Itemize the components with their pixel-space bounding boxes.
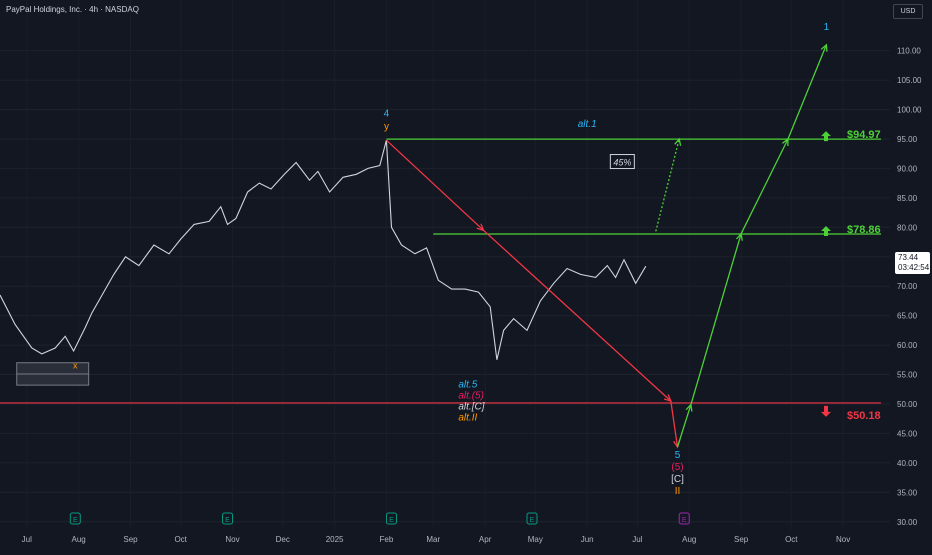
red-projection <box>385 139 679 448</box>
x-tick-label: Sep <box>734 535 749 544</box>
y-tick-label: 70.00 <box>897 282 918 291</box>
y-tick-label: 110.00 <box>897 47 921 56</box>
last-price-value: 73.44 <box>898 253 919 262</box>
x-tick-label: Oct <box>174 535 187 544</box>
arrow-up-icon <box>821 131 831 142</box>
earnings-icon <box>526 512 538 525</box>
wave-label-4: 4 <box>384 109 390 120</box>
y-tick-label: 40.00 <box>897 459 918 468</box>
alt-projection-dotted <box>655 138 680 232</box>
probability-label: 45% <box>613 158 631 168</box>
x-tick-label: Nov <box>836 535 850 544</box>
x-tick-label: Jul <box>22 535 32 544</box>
x-tick-label: Apr <box>479 535 492 544</box>
wave-label-y: y <box>384 122 389 133</box>
y-tick-label: 95.00 <box>897 135 918 144</box>
x-tick-label: Feb <box>380 535 394 544</box>
alt-projection-dotted-arrowhead <box>674 137 682 146</box>
wave-label-x: x <box>73 361 78 371</box>
y-tick-label: 30.00 <box>897 518 918 527</box>
level-price-label: $78.86 <box>847 224 881 236</box>
y-tick-label: 80.00 <box>897 223 918 232</box>
level-price-label: $50.18 <box>847 410 881 422</box>
y-tick-label: 45.00 <box>897 429 918 438</box>
y-tick-label: 55.00 <box>897 371 918 380</box>
earnings-icon <box>222 512 234 525</box>
y-tick-label: 50.00 <box>897 400 918 409</box>
symbol-title: PayPal Holdings, Inc. · 4h · NASDAQ <box>6 5 139 14</box>
arrow-up-icon <box>821 226 831 237</box>
earnings-icon <box>678 512 690 525</box>
y-tick-label: 100.00 <box>897 106 922 115</box>
wave-label-alt-stack: alt.II <box>458 412 477 423</box>
y-tick-label: 60.00 <box>897 341 918 350</box>
y-tick-label: 90.00 <box>897 164 918 173</box>
probability-box <box>609 154 635 170</box>
level-price-label: $94.97 <box>847 129 881 141</box>
x-tick-label: May <box>528 535 543 544</box>
earnings-icon-label: E <box>225 517 230 524</box>
x-tick-label: Oct <box>785 535 798 544</box>
green-projection-arrowhead <box>685 403 693 412</box>
wave-label-bottom-stack: [C] <box>671 474 684 485</box>
earnings-icon-label: E <box>389 517 394 524</box>
y-tick-label: 85.00 <box>897 194 918 203</box>
green-projection-arrowhead <box>782 137 789 147</box>
last-price-tag: 73.44 03:42:54 <box>895 252 930 274</box>
wave-label-alt-stack: alt.5 <box>458 379 477 390</box>
earnings-icon-label: E <box>682 517 687 524</box>
earnings-icon-label: E <box>530 517 535 524</box>
x-tick-label: Jun <box>581 535 594 544</box>
earnings-icon <box>69 512 81 525</box>
green-projection-arrowhead <box>735 232 743 241</box>
wave-label-alt-stack: alt.(5) <box>458 390 484 401</box>
wave-label-alt1: alt.1 <box>578 119 597 130</box>
y-tick-label: 35.00 <box>897 488 918 497</box>
green-projection <box>676 44 828 448</box>
wave-label-alt-stack: alt.[C] <box>458 401 484 412</box>
bar-countdown: 03:42:54 <box>898 263 930 272</box>
x-tick-label: Aug <box>682 535 696 544</box>
wave-label-bottom-stack: 5 <box>675 450 681 461</box>
x-tick-label: Aug <box>72 535 86 544</box>
price-line <box>0 140 647 360</box>
red-projection-arrowhead <box>476 223 485 232</box>
earnings-icon-label: E <box>73 517 78 524</box>
x-tick-label: Mar <box>426 535 440 544</box>
currency-button[interactable]: USD <box>893 4 923 19</box>
wave-label-1: 1 <box>824 22 830 33</box>
wave-label-bottom-stack: II <box>675 486 681 497</box>
x-tick-label: Jul <box>632 535 642 544</box>
green-projection-arrowhead <box>820 43 828 52</box>
x-tick-label: Sep <box>123 535 138 544</box>
wave-label-bottom-stack: (5) <box>671 462 683 473</box>
x-tick-label: Nov <box>225 535 239 544</box>
x-tick-label: Dec <box>276 535 290 544</box>
red-projection-arrowhead <box>663 394 672 403</box>
arrow-down-icon <box>821 405 831 417</box>
x-tick-label: 2025 <box>326 535 344 544</box>
y-tick-label: 65.00 <box>897 312 918 321</box>
y-tick-label: 105.00 <box>897 76 922 85</box>
earnings-icon <box>385 512 397 525</box>
